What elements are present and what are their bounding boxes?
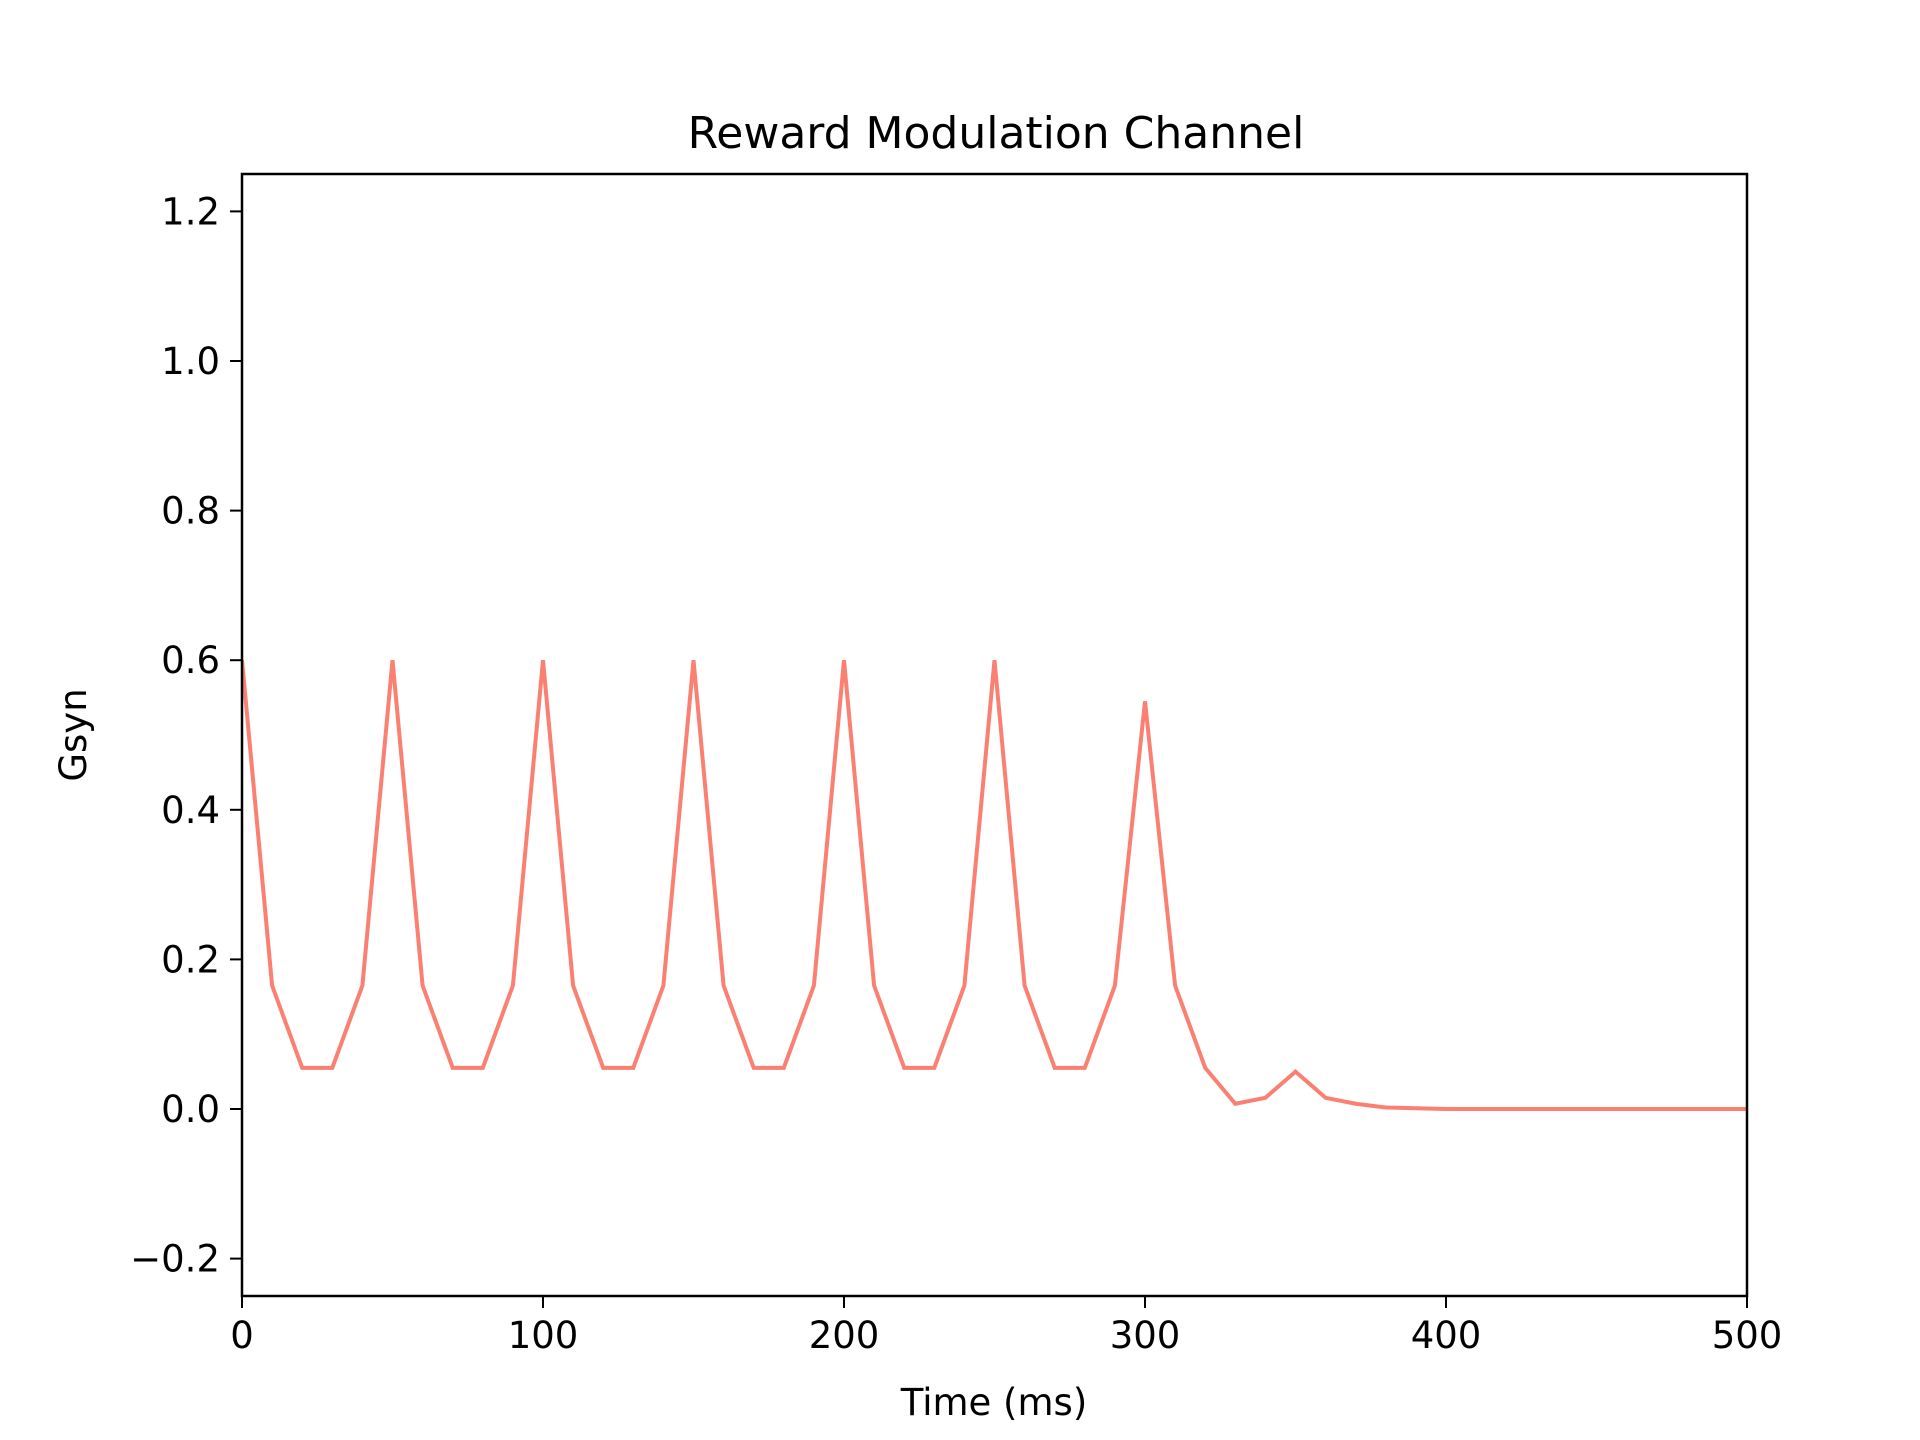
series-line <box>242 660 1747 1111</box>
chart-title: Reward Modulation Channel <box>688 108 1305 159</box>
x-axis: 0 100 200 300 400 500 <box>230 1296 1782 1357</box>
y-tick-label: 0.4 <box>161 789 220 832</box>
y-tick-label: −0.2 <box>130 1238 220 1281</box>
y-tick-label: 0.8 <box>161 490 220 533</box>
x-tick-label: 100 <box>508 1314 579 1357</box>
x-tick-label: 400 <box>1411 1314 1482 1357</box>
x-tick-label: 500 <box>1712 1314 1783 1357</box>
y-axis-label: Gsyn <box>52 688 95 781</box>
x-tick-label: 300 <box>1110 1314 1181 1357</box>
y-tick-label: 1.2 <box>161 190 220 233</box>
plot-frame <box>240 172 1749 1298</box>
y-axis: −0.2 0.0 0.2 0.4 0.6 0.8 1.0 1.2 <box>130 190 242 1281</box>
y-tick-label: 0.6 <box>161 639 220 682</box>
y-tick-label: 0.2 <box>161 938 220 981</box>
x-tick-label: 0 <box>230 1314 254 1357</box>
x-axis-label: Time (ms) <box>900 1381 1088 1424</box>
x-tick-label: 200 <box>809 1314 880 1357</box>
y-tick-label: 1.0 <box>161 340 220 383</box>
y-tick-label: 0.0 <box>161 1088 220 1131</box>
plot-area <box>242 660 1747 1111</box>
